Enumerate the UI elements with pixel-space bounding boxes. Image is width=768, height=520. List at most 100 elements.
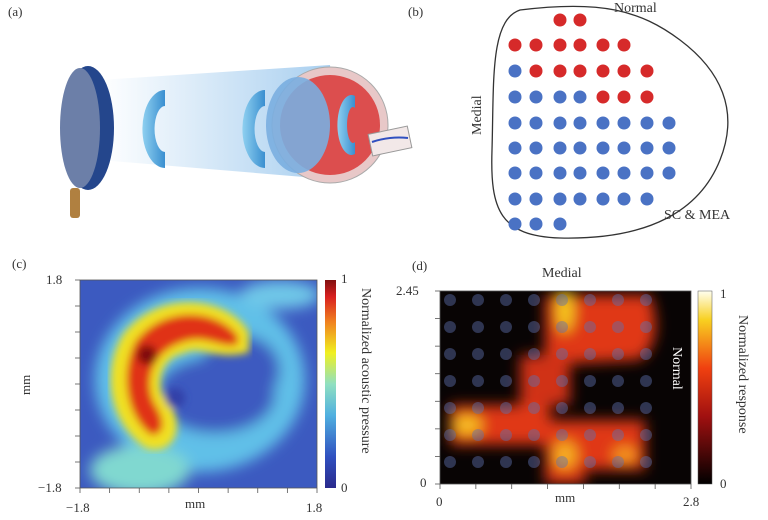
electrode-blue: [617, 166, 631, 180]
electrode-overlay: [640, 429, 652, 441]
electrode-overlay: [612, 402, 624, 414]
electrode-red: [596, 38, 610, 52]
electrode-blue: [662, 116, 676, 130]
electrode-blue: [573, 116, 587, 130]
response-heatmap: [439, 290, 692, 485]
electrode-blue: [553, 166, 567, 180]
electrode-red: [596, 90, 610, 104]
electrode-blue: [640, 166, 654, 180]
electrode-red: [573, 64, 587, 78]
electrode-overlay: [500, 402, 512, 414]
eye-lens: [266, 77, 330, 173]
electrode-overlay: [556, 456, 568, 468]
electrode-red: [529, 38, 543, 52]
electrode-overlay: [500, 321, 512, 333]
electrode-red: [573, 13, 587, 27]
electrode-blue: [553, 192, 567, 206]
electrode-blue: [662, 141, 676, 155]
electrode-overlay: [556, 429, 568, 441]
electrode-red: [553, 64, 567, 78]
electrode-blue: [553, 141, 567, 155]
electrode-overlay: [584, 402, 596, 414]
electrode-blue: [573, 192, 587, 206]
electrode-red: [617, 64, 631, 78]
electrode-overlay: [528, 348, 540, 360]
panel-label-c: (c): [12, 256, 27, 271]
electrode-overlay: [612, 348, 624, 360]
electrode-overlay: [612, 375, 624, 387]
electrode-red: [640, 90, 654, 104]
electrode-blue: [596, 166, 610, 180]
x-axis-label-c: mm: [185, 496, 206, 511]
y-max-d: 2.45: [396, 283, 419, 298]
electrode-array: [508, 13, 676, 231]
electrode-blue: [553, 90, 567, 104]
transducer-face: [60, 68, 100, 188]
electrode-blue: [529, 192, 543, 206]
electrode-blue: [508, 166, 522, 180]
electrode-overlay: [556, 294, 568, 306]
electrode-blue: [508, 141, 522, 155]
c-shaped-pattern-2: [242, 90, 265, 168]
electrode-overlay: [584, 375, 596, 387]
electrode-overlay: [640, 294, 652, 306]
electrode-blue: [596, 192, 610, 206]
y-min-c: −1.8: [38, 480, 62, 495]
panel-label-a: (a): [8, 4, 23, 19]
axis-ticks-d: [435, 290, 692, 489]
electrode-overlay: [640, 321, 652, 333]
x-axis-label-d: mm: [555, 490, 576, 505]
colorbar-max-d: 1: [720, 286, 727, 301]
electrode-overlay: [556, 402, 568, 414]
electrode-blue: [508, 192, 522, 206]
colorbar-c: [325, 280, 336, 488]
electrode-overlay: [500, 375, 512, 387]
electrode-blue: [508, 116, 522, 130]
electrode-red: [508, 38, 522, 52]
x-min-c: −1.8: [66, 500, 90, 515]
electrode-overlay: [444, 402, 456, 414]
electrode-overlay: [444, 456, 456, 468]
electrode-overlay: [500, 294, 512, 306]
electrode-overlay: [528, 294, 540, 306]
electrode-overlay: [444, 294, 456, 306]
colorbar-label-c: Normalized acoustic pressure: [358, 288, 373, 454]
electrode-overlay: [640, 456, 652, 468]
electrode-blue: [573, 166, 587, 180]
retina-outline: [491, 5, 729, 239]
c-shaped-pattern-1: [142, 90, 165, 168]
medial-label: Medial: [470, 95, 485, 135]
electrode-blue: [508, 64, 522, 78]
electrode-overlay: [640, 348, 652, 360]
electrode-overlay: [500, 456, 512, 468]
normal-label: Normal: [614, 1, 657, 16]
electrode-blue: [508, 217, 522, 231]
stimulation-illustration: [60, 65, 413, 218]
electrode-overlay: [444, 375, 456, 387]
electrode-red: [573, 38, 587, 52]
x-max-d: 2.8: [683, 494, 700, 509]
y-axis-label-c: mm: [18, 374, 33, 395]
electrode-red: [617, 38, 631, 52]
electrode-overlay: [500, 429, 512, 441]
electrode-blue: [617, 192, 631, 206]
electrode-overlay: [472, 402, 484, 414]
electrode-overlay: [444, 321, 456, 333]
electrode-blue: [529, 90, 543, 104]
electrode-red: [617, 90, 631, 104]
electrode-overlay: [612, 456, 624, 468]
c-shaped-pattern-retina: [337, 94, 355, 155]
electrode-blue: [617, 141, 631, 155]
colorbar-max-c: 1: [341, 271, 348, 286]
axis-ticks-c: [75, 279, 318, 493]
electrode-overlay: [584, 348, 596, 360]
electrode-blue: [596, 116, 610, 130]
electrode-overlay: [640, 375, 652, 387]
electrode-overlay: [584, 294, 596, 306]
electrode-overlay: [528, 321, 540, 333]
electrode-overlay: [472, 321, 484, 333]
colorbar-min-d: 0: [720, 476, 727, 491]
optic-nerve: [367, 125, 413, 157]
electrode-overlay: [444, 348, 456, 360]
electrode-blue: [640, 141, 654, 155]
